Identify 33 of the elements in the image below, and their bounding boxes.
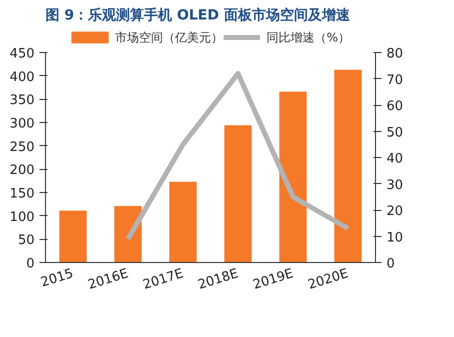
bar: [59, 210, 87, 262]
bar: [169, 182, 197, 262]
y-tick-label: 350: [10, 93, 35, 108]
y2-tick-label: 10: [386, 230, 404, 246]
y2-tick-label: 70: [386, 72, 404, 88]
y2-tick-label: 20: [386, 204, 404, 219]
y-tick-label: 250: [10, 140, 35, 155]
chart-title: 图 9：乐观测算手机 OLED 面板市场空间及增速: [46, 6, 351, 24]
legend-label: 同比增速（%）: [266, 30, 350, 44]
bar: [279, 92, 307, 262]
x-tick-label: 2018E: [196, 266, 240, 293]
y-tick-label: 200: [10, 163, 35, 178]
y2-tick-label: 0: [386, 256, 395, 272]
legend-label: 市场空间（亿美元）: [114, 30, 223, 44]
y2-tick-label: 40: [386, 152, 404, 166]
y2-tick-label: 30: [386, 178, 404, 193]
y-tick-label: 0: [26, 256, 35, 272]
x-tick-label: 2020E: [306, 266, 350, 293]
x-tick-label: 2015: [39, 266, 76, 290]
y-tick-label: 300: [10, 116, 35, 132]
y2-tick-label: 50: [386, 125, 404, 140]
x-tick-label: 2019E: [251, 266, 296, 293]
x-tick-label: 2017E: [141, 266, 186, 293]
y2-tick-label: 60: [386, 99, 404, 114]
y-tick-label: 50: [18, 233, 35, 248]
y-tick-label: 450: [10, 46, 35, 62]
x-tick-label: 2016E: [86, 266, 130, 293]
y-tick-label: 100: [10, 210, 35, 225]
y2-tick-label: 80: [386, 46, 404, 62]
y-tick-label: 150: [10, 186, 35, 202]
y-tick-label: 400: [10, 70, 35, 85]
bar: [224, 125, 252, 262]
bar: [334, 70, 362, 262]
